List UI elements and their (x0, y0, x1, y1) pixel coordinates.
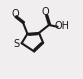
Text: O: O (12, 9, 19, 19)
Text: S: S (14, 39, 20, 49)
Text: OH: OH (54, 21, 69, 31)
Text: O: O (42, 7, 50, 17)
